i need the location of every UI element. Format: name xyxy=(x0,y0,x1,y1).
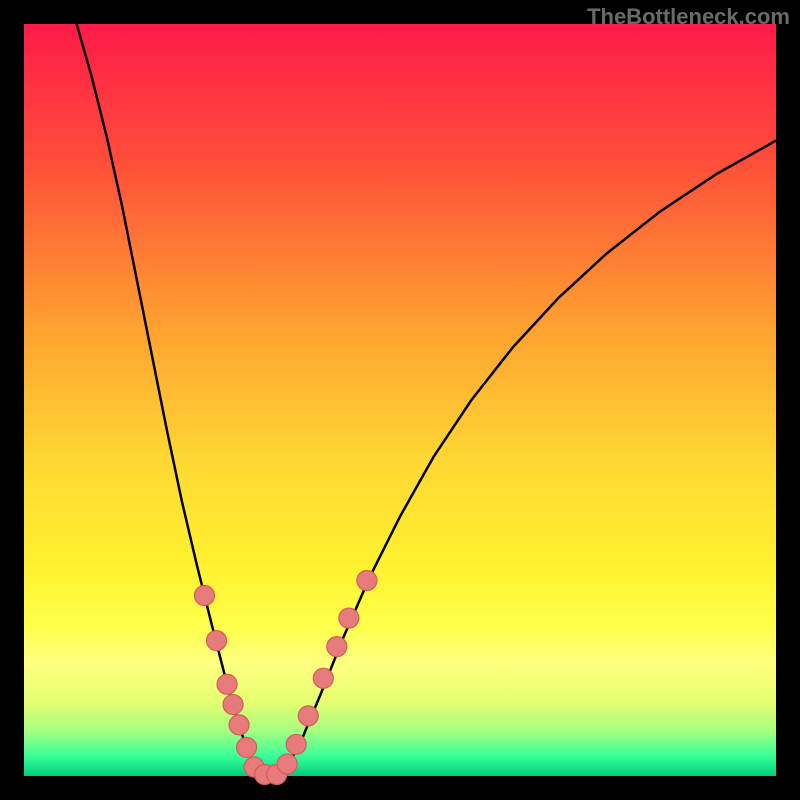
plot-area xyxy=(24,24,776,776)
marker-group xyxy=(194,570,376,784)
marker-point xyxy=(229,715,249,735)
curve-svg xyxy=(24,24,776,776)
marker-point xyxy=(339,608,359,628)
marker-point xyxy=(207,631,227,651)
marker-point xyxy=(237,737,257,757)
marker-point xyxy=(313,668,333,688)
watermark-text: TheBottleneck.com xyxy=(587,4,790,30)
v-curve-path xyxy=(77,24,776,776)
marker-point xyxy=(327,637,347,657)
marker-point xyxy=(223,695,243,715)
marker-point xyxy=(217,674,237,694)
marker-point xyxy=(194,586,214,606)
marker-point xyxy=(357,570,377,590)
marker-point xyxy=(286,734,306,754)
marker-point xyxy=(277,754,297,774)
marker-point xyxy=(298,706,318,726)
chart-root: TheBottleneck.com xyxy=(0,0,800,800)
